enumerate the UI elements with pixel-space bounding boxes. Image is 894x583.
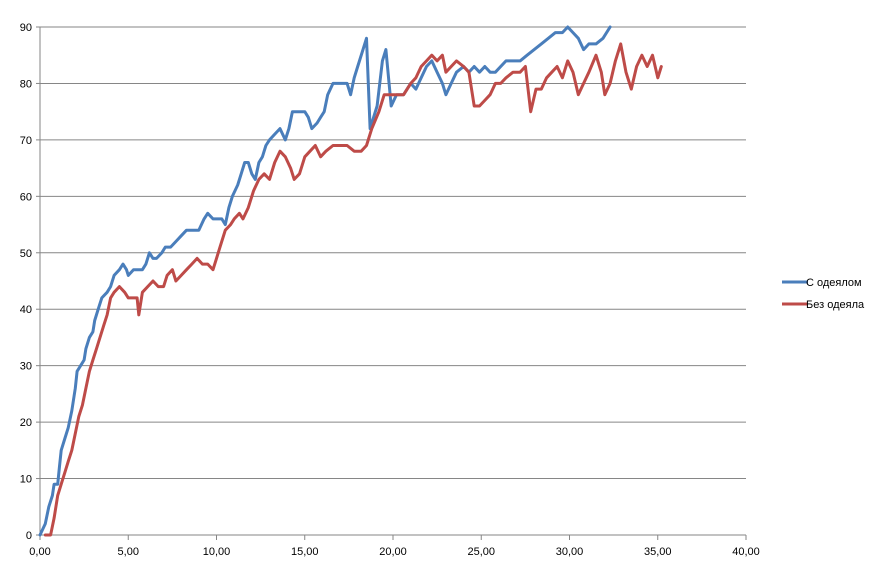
legend-label: С одеялом [806,277,862,289]
legend: С одеялом Без одеяла [782,277,865,311]
x-tick-label: 30,00 [556,546,584,558]
y-tick-label: 30 [20,361,32,373]
y-tick-label: 90 [20,22,32,34]
x-tick-label: 20,00 [379,546,407,558]
y-tick-label: 50 [20,248,32,260]
x-tick-label: 10,00 [203,546,231,558]
x-tick-label: 5,00 [118,546,139,558]
legend-label: Без одеяла [806,299,865,311]
y-tick-label: 40 [20,304,32,316]
x-tick-label: 25,00 [467,546,495,558]
y-tick-label: 80 [20,78,32,90]
y-tick-label: 0 [26,530,32,542]
x-tick-label: 0,00 [29,546,50,558]
y-tick-label: 20 [20,417,32,429]
x-tick-label: 15,00 [291,546,319,558]
series-lines [38,25,663,537]
x-tick-label: 35,00 [644,546,672,558]
series-line-1 [38,25,612,537]
y-tick-label: 10 [20,474,32,486]
y-tick-label: 60 [20,191,32,203]
axes: 0 10 20 30 40 50 60 70 80 90 0,00 5,00 10,00 15,00 20,… [20,22,760,558]
gridlines [40,26,746,480]
x-tick-label: 40,00 [732,546,760,558]
y-tick-label: 70 [20,135,32,147]
series-line-2 [43,42,663,537]
